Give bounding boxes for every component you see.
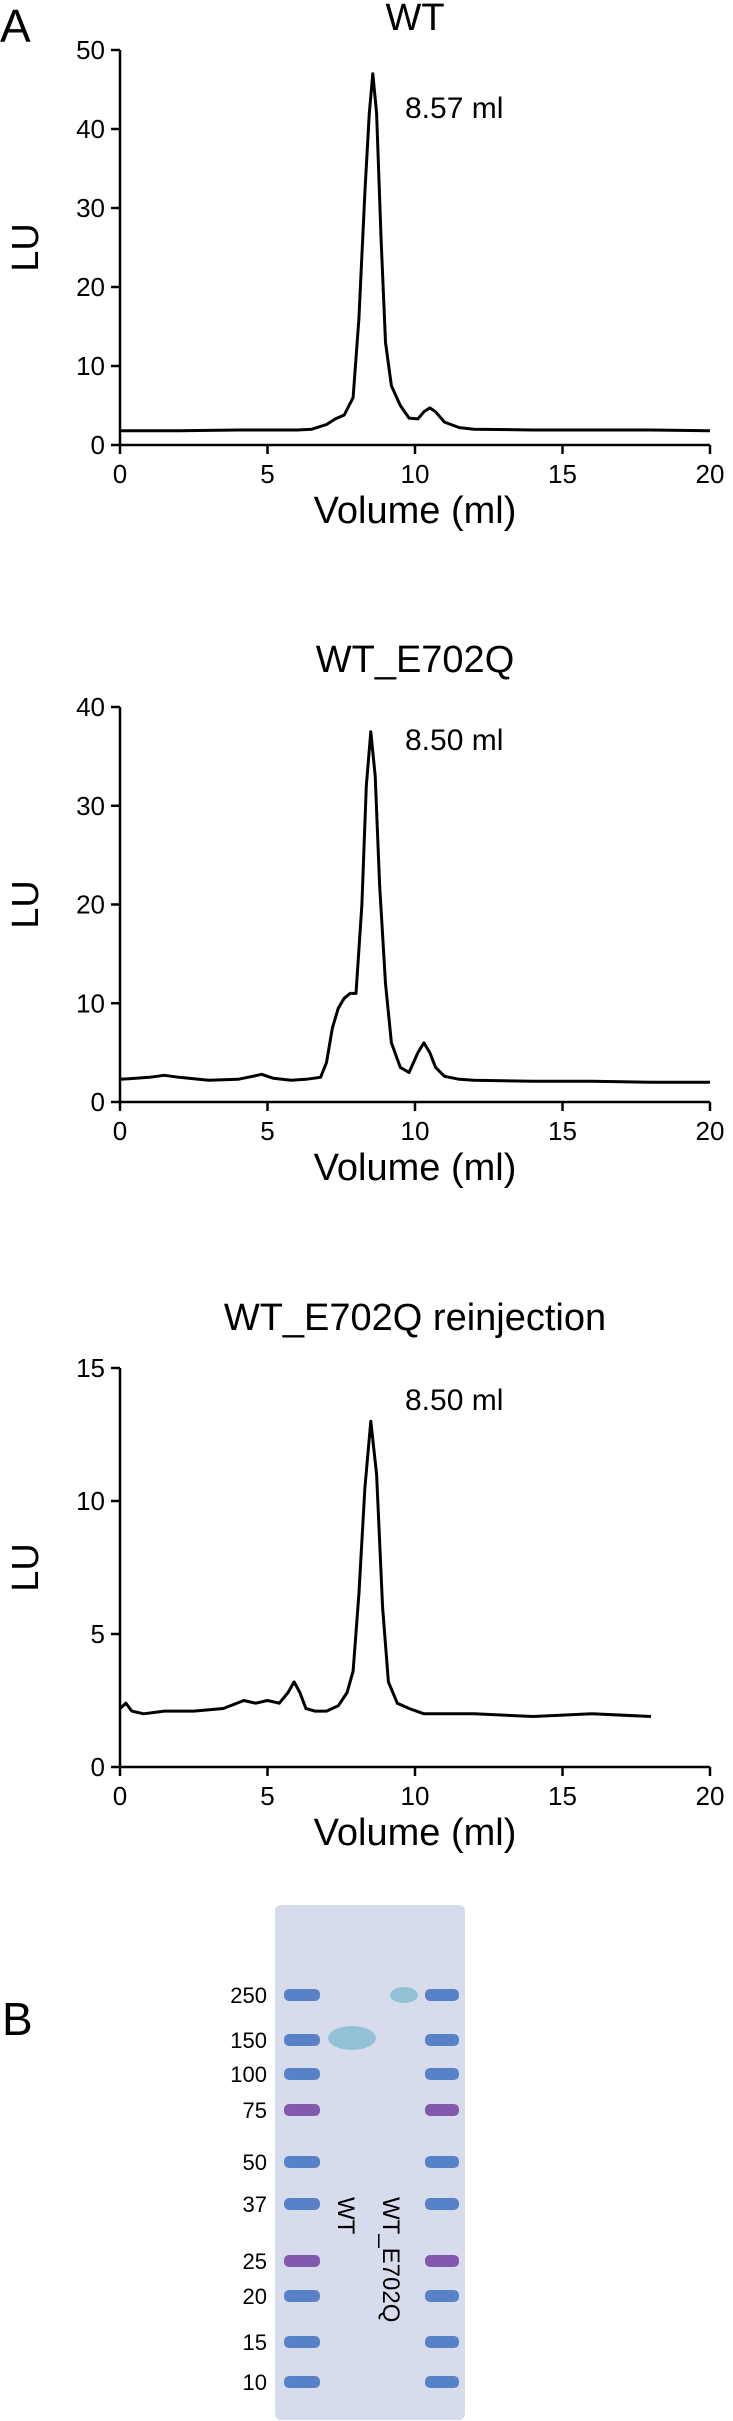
marker-labels: 250 150 100 75 50 37 25 20 15 10 [230, 1983, 267, 2395]
panel-label-b: B [2, 1993, 33, 2045]
lane-label-wt: WT [332, 2197, 359, 2235]
y-axis-label: LU [5, 880, 47, 929]
x-tick-label: 10 [401, 1116, 430, 1146]
x-tick-label: 20 [696, 1116, 725, 1146]
panel-label-a: A [0, 0, 31, 52]
chart-title: WT_E702Q reinjection [224, 1297, 606, 1339]
x-tick-label: 20 [696, 459, 725, 489]
ladder-band [425, 2034, 459, 2046]
y-tick-label: 40 [76, 692, 105, 722]
ladder-band [284, 2034, 320, 2046]
ladder-band [284, 2255, 320, 2267]
x-tick-label: 20 [696, 1781, 725, 1811]
ladder-band [284, 2198, 320, 2210]
x-tick-label: 15 [548, 1116, 577, 1146]
y-tick-label: 50 [76, 35, 105, 65]
y-tick-label: 0 [91, 1752, 105, 1782]
chromatogram-trace [118, 1419, 652, 1718]
y-tick-label: 20 [76, 272, 105, 302]
x-tick-label: 0 [113, 1781, 127, 1811]
ladder-band [425, 2156, 459, 2168]
ladder-band [284, 2376, 320, 2388]
ladder-band [425, 2336, 459, 2348]
x-tick-label: 0 [113, 459, 127, 489]
ladder-band [425, 2068, 459, 2080]
x-tick-label: 15 [548, 459, 577, 489]
marker-label: 25 [243, 2249, 267, 2274]
marker-label: 20 [243, 2284, 267, 2309]
chromatogram-trace [119, 730, 710, 1084]
x-axis-label: Volume (ml) [314, 1812, 517, 1854]
x-tick-label: 5 [260, 1781, 274, 1811]
chromatogram-3: WT_E702Q reinjection 0 5 10 15 0 5 10 15 20 Volume… [5, 1297, 724, 1854]
x-tick-label: 5 [260, 459, 274, 489]
x-axis-label: Volume (ml) [314, 490, 517, 532]
x-tick-label: 15 [548, 1781, 577, 1811]
y-tick-label: 10 [76, 351, 105, 381]
gel-background [275, 1905, 465, 2420]
marker-label: 100 [230, 2062, 267, 2087]
chart-title: WT_E702Q [316, 639, 515, 681]
chromatogram-2: WT_E702Q 0 10 20 30 40 0 5 10 15 20 Volume (ml) LU 8.… [5, 639, 724, 1189]
chart-title: WT [385, 0, 444, 39]
y-tick-label: 0 [91, 430, 105, 460]
marker-label: 15 [243, 2330, 267, 2355]
y-tick-label: 40 [76, 114, 105, 144]
lane-label-wt-e702q: WT_E702Q [377, 2197, 404, 2322]
y-tick-label: 30 [76, 193, 105, 223]
wt-band [328, 2026, 376, 2050]
ladder-lane-right [425, 1989, 459, 2388]
wt-e702q-band [390, 1987, 418, 2003]
x-axis-label: Volume (ml) [314, 1147, 517, 1189]
marker-label: 250 [230, 1983, 267, 2008]
marker-label: 37 [243, 2192, 267, 2217]
marker-label: 50 [243, 2150, 267, 2175]
y-tick-label: 10 [76, 988, 105, 1018]
ladder-band [284, 2068, 320, 2080]
ladder-band [425, 2198, 459, 2210]
ladder-band [425, 2376, 459, 2388]
y-tick-label: 20 [76, 890, 105, 920]
y-tick-label: 10 [76, 1486, 105, 1516]
ladder-band [284, 2104, 320, 2116]
ladder-band [425, 2290, 459, 2302]
y-tick-label: 30 [76, 791, 105, 821]
x-tick-label: 10 [401, 1781, 430, 1811]
sds-page-gel: 250 150 100 75 50 37 25 20 15 10 WT WT_E702Q [230, 1905, 465, 2420]
ladder-lane-left [284, 1989, 320, 2388]
marker-label: 10 [243, 2370, 267, 2395]
ladder-band [425, 2255, 459, 2267]
marker-label: 75 [243, 2098, 267, 2123]
x-tick-label: 10 [401, 459, 430, 489]
ladder-band [284, 2290, 320, 2302]
peak-annotation: 8.50 ml [405, 724, 503, 757]
ladder-band [425, 1989, 459, 2001]
x-tick-label: 0 [113, 1116, 127, 1146]
chromatogram-1: WT 0 10 20 30 40 50 0 5 10 15 20 Volume (ml) LU 8.57 m… [5, 0, 724, 532]
peak-annotation: 8.57 ml [405, 92, 503, 125]
ladder-band [284, 2156, 320, 2168]
ladder-band [284, 2336, 320, 2348]
x-tick-label: 5 [260, 1116, 274, 1146]
y-tick-label: 0 [91, 1087, 105, 1117]
ladder-band [284, 1989, 320, 2001]
y-tick-label: 15 [76, 1353, 105, 1383]
marker-label: 150 [230, 2028, 267, 2053]
y-axis-label: LU [5, 1543, 47, 1592]
y-axis-label: LU [5, 223, 47, 272]
peak-annotation: 8.50 ml [405, 1384, 503, 1417]
chromatogram-trace [120, 72, 711, 433]
y-tick-label: 5 [91, 1619, 105, 1649]
ladder-band [425, 2104, 459, 2116]
